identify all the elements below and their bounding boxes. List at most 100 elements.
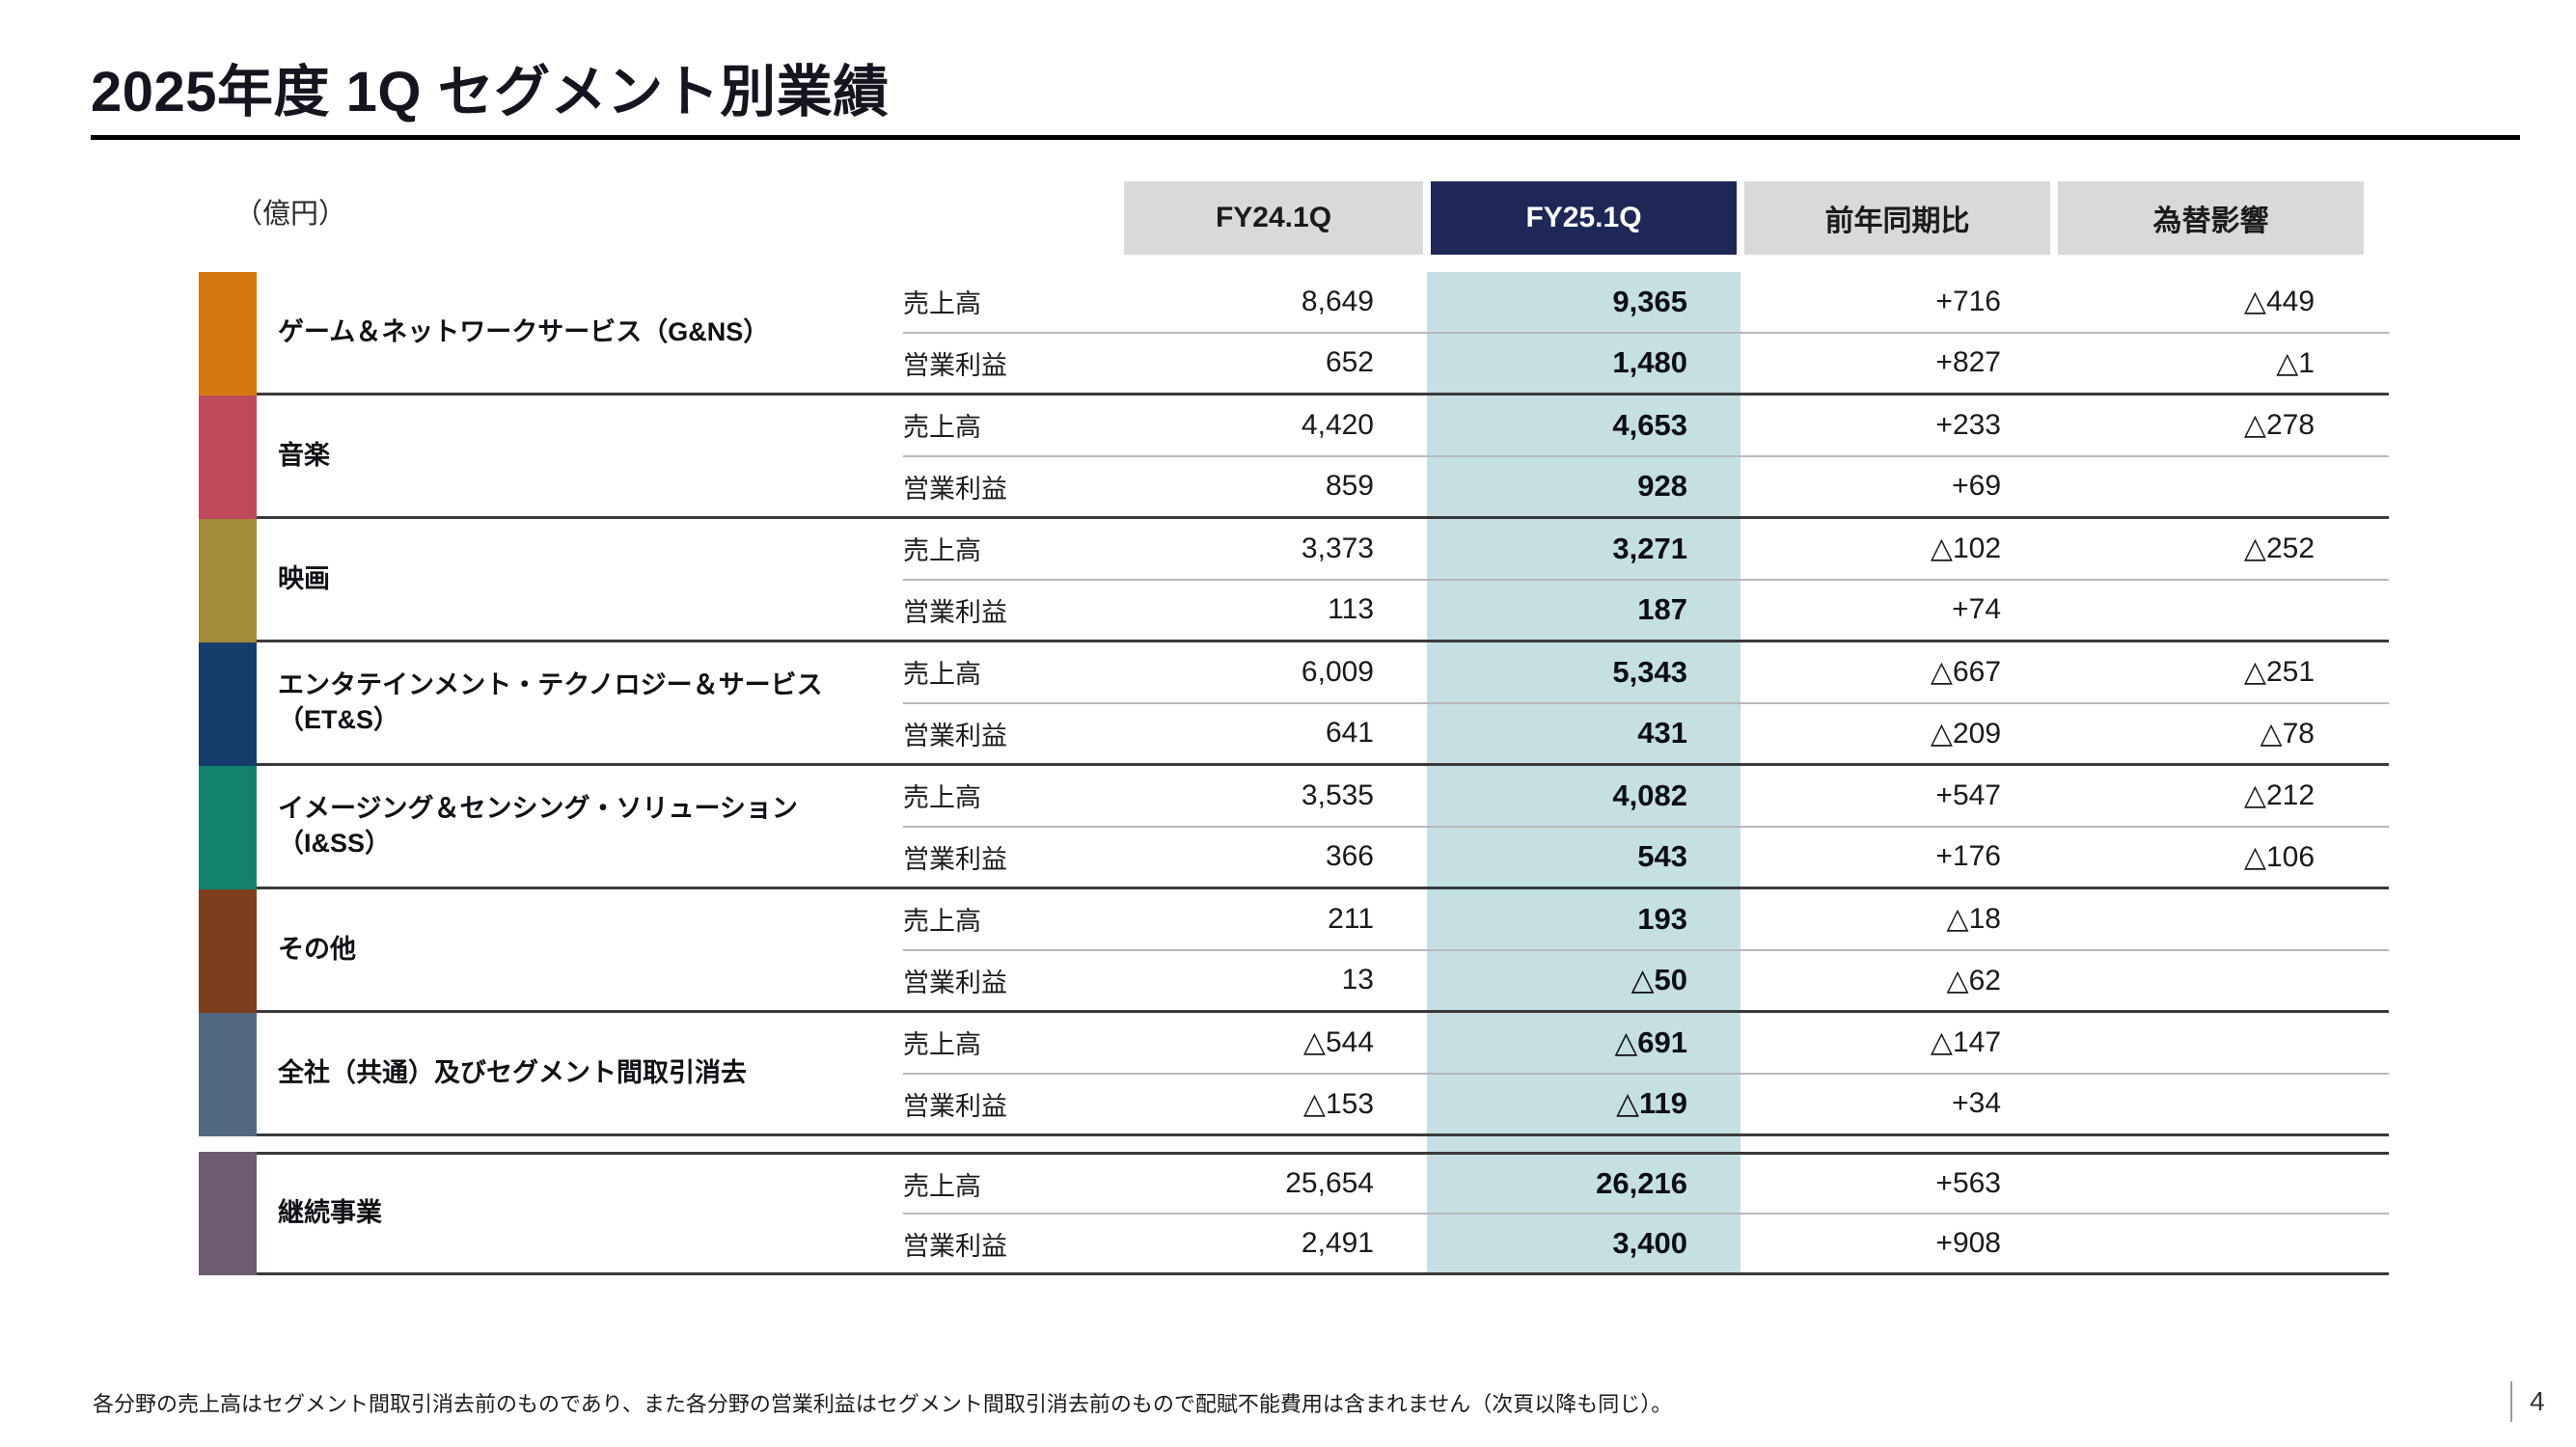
column-header-fy25-1q: FY25.1Q [1427, 181, 1740, 255]
segment-row-group-corporate: 全社（共通）及びセグメント間取引消去 売上高 △544 △691 △147 営業… [199, 1013, 2389, 1136]
value-cell: △209 [1930, 717, 2001, 750]
segment-row-group-continuing-operations: 継続事業 売上高 25,654 26,216 +563 営業利益 2,491 [199, 1152, 2389, 1275]
table-row: 売上高 3,373 3,271 △102 △252 [903, 519, 2389, 581]
table-row: 営業利益 652 1,480 +827 △1 [903, 334, 2389, 394]
segment-color-bar [199, 519, 257, 642]
title-underline [91, 135, 2520, 140]
segment-name: 映画 [278, 563, 330, 593]
segment-color-bar [199, 889, 257, 1013]
value-cell: 6,009 [1301, 655, 1374, 688]
table-row: 営業利益 859 928 +69 [903, 457, 2389, 517]
value-cell-highlight: 4,082 [1612, 778, 1687, 812]
value-cell-highlight: 187 [1637, 592, 1687, 627]
value-cell-highlight: 193 [1637, 901, 1687, 936]
value-cell-highlight: 3,400 [1612, 1226, 1687, 1260]
table-row: 売上高 25,654 26,216 +563 [903, 1155, 2389, 1215]
segment-row-group-gns: ゲーム＆ネットワークサービス（G&NS） 売上高 8,649 9,365 +71… [199, 272, 2389, 396]
row-label-profit: 営業利益 [903, 968, 1007, 997]
segment-name: イメージング＆センシング・ソリューション （I&SS） [278, 794, 798, 858]
value-cell: +716 [1935, 285, 2001, 317]
segment-row-group-other: その他 売上高 211 193 △18 営業利益 13 [199, 889, 2389, 1013]
segment-results-table: FY24.1Q FY25.1Q 前年同期比 為替影響 ゲーム＆ネットワークサービ… [199, 181, 2389, 1275]
segment-name: 全社（共通）及びセグメント間取引消去 [278, 1057, 747, 1087]
footnote: 各分野の売上高はセグメント間取引消去前のものであり、また各分野の営業利益はセグメ… [93, 1392, 1673, 1416]
value-cell-highlight: 5,343 [1612, 654, 1687, 689]
value-cell: +233 [1935, 408, 2001, 441]
value-cell: 652 [1325, 346, 1374, 379]
row-label-sales: 売上高 [903, 907, 981, 937]
value-cell: +176 [1935, 840, 2001, 873]
row-label-sales: 売上高 [903, 783, 981, 813]
value-cell: 859 [1325, 470, 1374, 503]
value-cell: △544 [1302, 1026, 1374, 1059]
table-header-row: FY24.1Q FY25.1Q 前年同期比 為替影響 [1120, 181, 2389, 255]
table-row: 売上高 211 193 △18 [903, 889, 2389, 951]
row-label-sales: 売上高 [903, 536, 981, 566]
value-cell-highlight: △50 [1631, 963, 1687, 997]
value-cell-highlight: 928 [1637, 469, 1687, 504]
segment-color-bar [199, 642, 257, 766]
table-row: 売上高 3,535 4,082 +547 △212 [903, 766, 2389, 828]
segment-name: 継続事業 [278, 1198, 382, 1228]
segment-color-bar [199, 272, 257, 396]
value-cell: △62 [1946, 964, 2001, 997]
row-label-profit: 営業利益 [903, 597, 1007, 627]
value-cell-highlight: 543 [1637, 839, 1687, 874]
segment-row-group-pictures: 映画 売上高 3,373 3,271 △102 △252 営業利益 113 [199, 519, 2389, 642]
row-label-profit: 営業利益 [903, 721, 1007, 751]
table-row: 売上高 △544 △691 △147 [903, 1013, 2389, 1075]
value-cell: △153 [1302, 1087, 1374, 1120]
value-cell: 13 [1341, 964, 1374, 997]
value-cell-highlight: 26,216 [1596, 1166, 1687, 1200]
value-cell-highlight: △691 [1614, 1024, 1687, 1059]
fy25-highlight-band [1427, 272, 1740, 1275]
value-cell: △18 [1946, 903, 2001, 936]
value-cell: 25,654 [1285, 1167, 1374, 1199]
segment-name: エンタテインメント・テクノロジー＆サービス （ET&S） [278, 670, 823, 734]
table-row: 売上高 8,649 9,365 +716 △449 [903, 272, 2389, 334]
page-title: 2025年度 1Q セグメント別業績 [91, 61, 890, 123]
segment-row-group-ets: エンタテインメント・テクノロジー＆サービス （ET&S） 売上高 6,009 5,… [199, 642, 2389, 766]
value-cell: +908 [1935, 1227, 2001, 1259]
row-label-profit: 営業利益 [903, 474, 1007, 504]
table-row: 営業利益 13 △50 △62 [903, 951, 2389, 1011]
value-cell: 211 [1328, 902, 1374, 935]
table-row: 営業利益 2,491 3,400 +908 [903, 1215, 2389, 1272]
row-label-profit: 営業利益 [903, 1091, 1007, 1121]
value-cell: △449 [2243, 286, 2315, 318]
value-cell: +74 [1952, 593, 2001, 626]
value-cell: 3,535 [1301, 778, 1374, 811]
value-cell: △106 [2243, 840, 2315, 873]
segment-name: その他 [278, 934, 356, 964]
value-cell: △1 [2276, 346, 2315, 379]
column-header-fy24-1q: FY24.1Q [1120, 181, 1427, 255]
value-cell: 641 [1325, 717, 1374, 750]
table-row: 営業利益 113 187 +74 [903, 581, 2389, 641]
segment-color-bar [199, 1152, 257, 1275]
column-header-yoy: 前年同期比 [1740, 181, 2054, 255]
value-cell: △147 [1930, 1026, 2001, 1059]
value-cell-highlight: 431 [1637, 716, 1687, 751]
row-label-sales: 売上高 [903, 1171, 981, 1201]
value-cell: 3,373 [1301, 532, 1374, 564]
value-cell-highlight: 1,480 [1612, 345, 1687, 380]
value-cell: 4,420 [1301, 408, 1374, 441]
value-cell: +827 [1935, 346, 2001, 379]
value-cell: △667 [1930, 656, 2001, 689]
value-cell: △212 [2243, 779, 2315, 812]
row-label-sales: 売上高 [903, 660, 981, 690]
value-cell: 366 [1325, 840, 1374, 873]
column-header-fx-impact: 為替影響 [2054, 181, 2368, 255]
table-body: ゲーム＆ネットワークサービス（G&NS） 売上高 8,649 9,365 +71… [199, 272, 2389, 1275]
value-cell: △252 [2243, 532, 2315, 565]
row-label-profit: 営業利益 [903, 350, 1007, 380]
value-cell: +34 [1952, 1087, 2001, 1120]
segment-color-bar [199, 1013, 257, 1136]
value-cell-highlight: 9,365 [1612, 284, 1687, 318]
row-label-sales: 売上高 [903, 289, 981, 319]
value-cell: +69 [1952, 470, 2001, 503]
table-row: 営業利益 366 543 +176 △106 [903, 828, 2389, 887]
value-cell: △78 [2260, 717, 2315, 750]
segment-color-bar [199, 766, 257, 889]
